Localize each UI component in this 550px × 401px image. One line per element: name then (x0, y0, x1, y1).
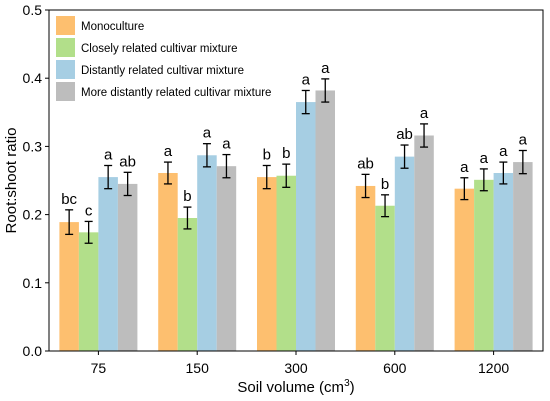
bar (394, 156, 415, 351)
error-bars-layer (65, 78, 527, 244)
significance-letter: a (321, 60, 330, 77)
y-tick-label: 0.2 (23, 207, 43, 223)
y-tick-label: 0.5 (23, 2, 43, 18)
y-tick-label: 0.0 (23, 343, 43, 359)
y-tick-label: 0.3 (23, 138, 43, 154)
bar (474, 179, 494, 351)
x-tick-label: 1200 (478, 360, 509, 376)
significance-letter: a (302, 71, 311, 88)
bar (158, 172, 178, 351)
significance-letter: a (222, 136, 231, 153)
significance-letter: bc (61, 191, 77, 208)
x-axis: 75 150 300 600 1200 (91, 351, 509, 376)
legend-label: Closely related cultivar mixture (81, 43, 238, 55)
bar (355, 185, 376, 351)
significance-letter: a (203, 125, 212, 142)
significance-letter: a (519, 131, 528, 148)
bars-layer (59, 90, 533, 351)
y-axis-title: Root:shoot ratio (3, 128, 20, 234)
bar (493, 172, 514, 351)
bar (375, 205, 395, 351)
bar (296, 102, 316, 351)
significance-letter: a (104, 146, 113, 163)
bar (59, 222, 79, 351)
bar (78, 232, 99, 351)
significance-letter: b (381, 176, 389, 193)
legend-swatch (56, 38, 75, 57)
y-axis: 0.0 0.1 0.2 0.3 0.4 0.5 (23, 2, 49, 359)
significance-letter: ab (396, 126, 413, 143)
y-tick-label: 0.1 (23, 275, 43, 291)
bar (257, 177, 277, 351)
legend: Monoculture Closely related cultivar mixt… (56, 16, 271, 101)
x-axis-title-main: Soil volume (cm (237, 379, 344, 396)
x-tick-label: 300 (284, 360, 308, 376)
significance-letter: a (420, 105, 429, 122)
x-axis-title-superscript: 3 (344, 378, 350, 389)
legend-swatch (56, 60, 75, 79)
significance-letter: a (499, 143, 508, 160)
significance-letter: a (164, 143, 173, 160)
bar (177, 218, 198, 351)
bar (216, 166, 237, 351)
legend-label: More distantly related cultivar mixture (81, 87, 271, 99)
legend-label: Distantly related cultivar mixture (81, 65, 244, 77)
x-tick-label: 600 (383, 360, 407, 376)
y-tick-label: 0.4 (23, 70, 43, 86)
bar (197, 155, 217, 351)
significance-letter: ab (119, 153, 136, 170)
bar (315, 90, 335, 351)
significance-letter: b (183, 188, 191, 205)
bar (117, 183, 138, 351)
significance-letter: b (282, 145, 290, 162)
x-tick-label: 75 (91, 360, 107, 376)
legend-swatch (56, 16, 75, 35)
x-tick-label: 150 (186, 360, 210, 376)
significance-letter: b (263, 146, 271, 163)
x-axis-title: Soil volume (cm3) (237, 378, 354, 396)
x-axis-title-end: ) (350, 379, 355, 396)
bar (513, 162, 533, 351)
significance-letter: ab (357, 155, 374, 172)
bar (454, 188, 475, 351)
legend-swatch (56, 82, 75, 101)
bar (414, 135, 434, 351)
significance-letter: c (85, 202, 93, 219)
bar (98, 177, 118, 351)
bar (276, 175, 296, 351)
legend-label: Monoculture (81, 21, 144, 33)
significance-letter: a (480, 150, 489, 167)
significance-letter: a (460, 159, 469, 176)
